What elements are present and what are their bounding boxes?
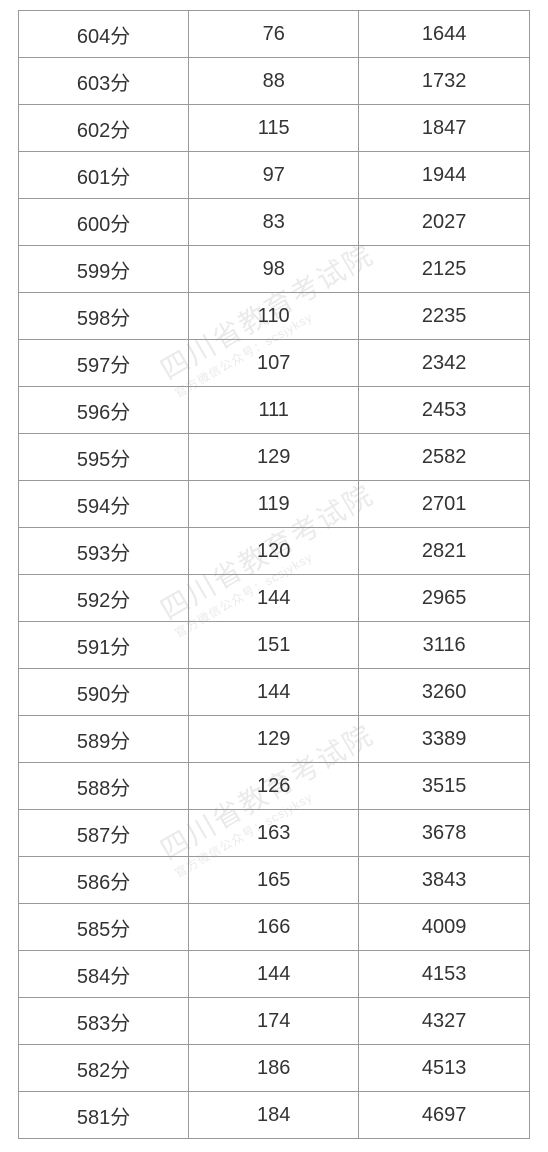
- cell-cumulative: 2582: [359, 434, 530, 481]
- cell-count: 107: [189, 340, 359, 387]
- table-row: 595分1292582: [19, 434, 530, 481]
- cell-cumulative: 2125: [359, 246, 530, 293]
- cell-count: 144: [189, 575, 359, 622]
- cell-count: 111: [189, 387, 359, 434]
- table-row: 591分1513116: [19, 622, 530, 669]
- cell-cumulative: 3843: [359, 857, 530, 904]
- cell-score: 589分: [19, 716, 189, 763]
- table-row: 596分1112453: [19, 387, 530, 434]
- table-row: 588分1263515: [19, 763, 530, 810]
- cell-count: 119: [189, 481, 359, 528]
- table-row: 604分761644: [19, 11, 530, 58]
- cell-count: 88: [189, 58, 359, 105]
- cell-cumulative: 1732: [359, 58, 530, 105]
- cell-score: 596分: [19, 387, 189, 434]
- table-row: 594分1192701: [19, 481, 530, 528]
- table-row: 583分1744327: [19, 998, 530, 1045]
- cell-count: 144: [189, 669, 359, 716]
- cell-score: 586分: [19, 857, 189, 904]
- cell-count: 151: [189, 622, 359, 669]
- cell-count: 97: [189, 152, 359, 199]
- cell-count: 129: [189, 434, 359, 481]
- cell-count: 129: [189, 716, 359, 763]
- cell-count: 166: [189, 904, 359, 951]
- cell-score: 585分: [19, 904, 189, 951]
- cell-cumulative: 3389: [359, 716, 530, 763]
- cell-cumulative: 1644: [359, 11, 530, 58]
- cell-score: 602分: [19, 105, 189, 152]
- cell-count: 98: [189, 246, 359, 293]
- table-row: 587分1633678: [19, 810, 530, 857]
- cell-cumulative: 2027: [359, 199, 530, 246]
- cell-cumulative: 4697: [359, 1092, 530, 1139]
- cell-count: 184: [189, 1092, 359, 1139]
- cell-cumulative: 3260: [359, 669, 530, 716]
- table-row: 585分1664009: [19, 904, 530, 951]
- cell-cumulative: 2701: [359, 481, 530, 528]
- cell-score: 590分: [19, 669, 189, 716]
- cell-score: 597分: [19, 340, 189, 387]
- cell-cumulative: 2965: [359, 575, 530, 622]
- cell-score: 604分: [19, 11, 189, 58]
- cell-cumulative: 3116: [359, 622, 530, 669]
- cell-score: 594分: [19, 481, 189, 528]
- table-row: 598分1102235: [19, 293, 530, 340]
- table-row: 581分1844697: [19, 1092, 530, 1139]
- table-row: 584分1444153: [19, 951, 530, 998]
- cell-score: 603分: [19, 58, 189, 105]
- cell-cumulative: 2821: [359, 528, 530, 575]
- cell-score: 583分: [19, 998, 189, 1045]
- cell-count: 126: [189, 763, 359, 810]
- cell-score: 592分: [19, 575, 189, 622]
- cell-cumulative: 2453: [359, 387, 530, 434]
- cell-score: 588分: [19, 763, 189, 810]
- cell-cumulative: 3515: [359, 763, 530, 810]
- cell-score: 598分: [19, 293, 189, 340]
- table-row: 592分1442965: [19, 575, 530, 622]
- cell-count: 165: [189, 857, 359, 904]
- cell-cumulative: 4009: [359, 904, 530, 951]
- table-row: 586分1653843: [19, 857, 530, 904]
- score-table: 604分761644 603分881732 602分1151847 601分97…: [18, 10, 530, 1139]
- table-row: 590分1443260: [19, 669, 530, 716]
- table-row: 602分1151847: [19, 105, 530, 152]
- cell-cumulative: 4513: [359, 1045, 530, 1092]
- cell-score: 599分: [19, 246, 189, 293]
- cell-count: 163: [189, 810, 359, 857]
- table-row: 601分971944: [19, 152, 530, 199]
- cell-count: 144: [189, 951, 359, 998]
- cell-cumulative: 2342: [359, 340, 530, 387]
- cell-score: 587分: [19, 810, 189, 857]
- cell-score: 593分: [19, 528, 189, 575]
- cell-count: 110: [189, 293, 359, 340]
- cell-count: 174: [189, 998, 359, 1045]
- cell-count: 115: [189, 105, 359, 152]
- table-row: 582分1864513: [19, 1045, 530, 1092]
- table-row: 593分1202821: [19, 528, 530, 575]
- cell-count: 76: [189, 11, 359, 58]
- table-row: 600分832027: [19, 199, 530, 246]
- cell-score: 600分: [19, 199, 189, 246]
- cell-score: 595分: [19, 434, 189, 481]
- score-table-body: 604分761644 603分881732 602分1151847 601分97…: [19, 11, 530, 1139]
- cell-score: 581分: [19, 1092, 189, 1139]
- cell-cumulative: 4327: [359, 998, 530, 1045]
- cell-count: 186: [189, 1045, 359, 1092]
- cell-cumulative: 1847: [359, 105, 530, 152]
- cell-cumulative: 4153: [359, 951, 530, 998]
- cell-count: 120: [189, 528, 359, 575]
- cell-score: 601分: [19, 152, 189, 199]
- table-row: 603分881732: [19, 58, 530, 105]
- cell-cumulative: 2235: [359, 293, 530, 340]
- cell-score: 584分: [19, 951, 189, 998]
- table-row: 589分1293389: [19, 716, 530, 763]
- cell-count: 83: [189, 199, 359, 246]
- cell-cumulative: 1944: [359, 152, 530, 199]
- table-row: 597分1072342: [19, 340, 530, 387]
- cell-score: 582分: [19, 1045, 189, 1092]
- table-row: 599分982125: [19, 246, 530, 293]
- cell-cumulative: 3678: [359, 810, 530, 857]
- cell-score: 591分: [19, 622, 189, 669]
